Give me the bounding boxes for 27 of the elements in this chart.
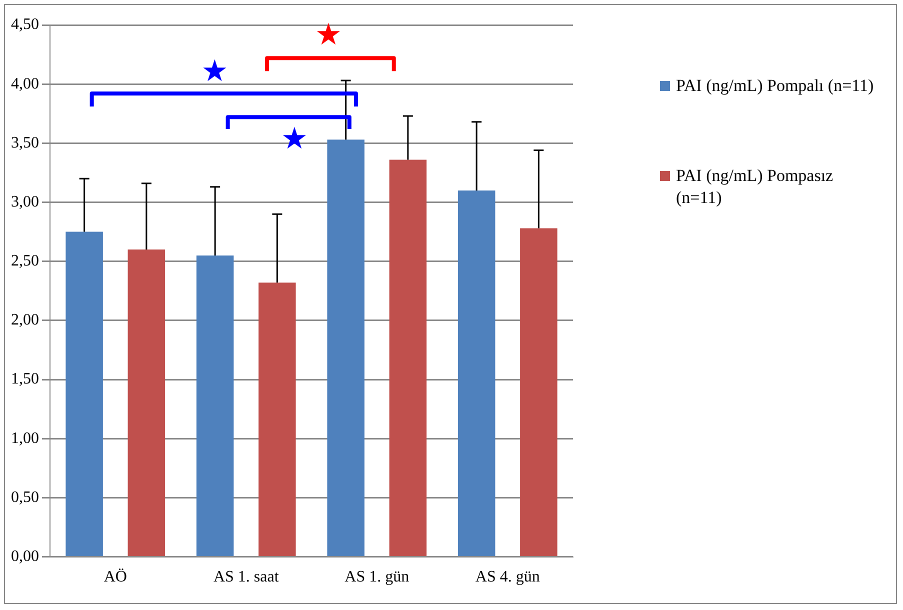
- y-tick-label: 2,50: [11, 252, 39, 270]
- bar: [458, 190, 496, 556]
- x-tick-label: AS 1. saat: [213, 568, 280, 586]
- bar: [66, 232, 103, 556]
- legend-label: PAI (ng/mL) Pompasız (n=11): [676, 165, 834, 209]
- y-tick-label: 4,00: [11, 75, 39, 92]
- x-tick-label: AÖ: [104, 568, 127, 586]
- bar: [327, 140, 364, 556]
- bar: [258, 282, 296, 556]
- y-tick-label: 1,00: [11, 430, 39, 447]
- bar: [196, 255, 234, 556]
- legend-label: PAI (ng/mL) Pompalı (n=11): [676, 75, 875, 97]
- x-tick-label: AS 4. gün: [475, 568, 540, 586]
- y-tick-label: 0,00: [11, 548, 39, 566]
- bar: [520, 228, 558, 556]
- y-tick-label: 3,00: [11, 193, 39, 210]
- y-tick-label: 1,50: [11, 370, 39, 388]
- bar: [128, 250, 166, 556]
- x-tick-label: AS 1. gün: [344, 568, 410, 586]
- y-tick-label: 2,00: [11, 312, 39, 329]
- annotation: ★: [281, 122, 308, 157]
- y-tick-label: 0,50: [11, 488, 39, 506]
- y-tick-label: 3,50: [11, 134, 39, 152]
- bar: [389, 160, 427, 556]
- annotation: ★: [201, 54, 228, 90]
- annotation: ★: [315, 18, 342, 53]
- y-tick-label: 4,50: [11, 16, 39, 34]
